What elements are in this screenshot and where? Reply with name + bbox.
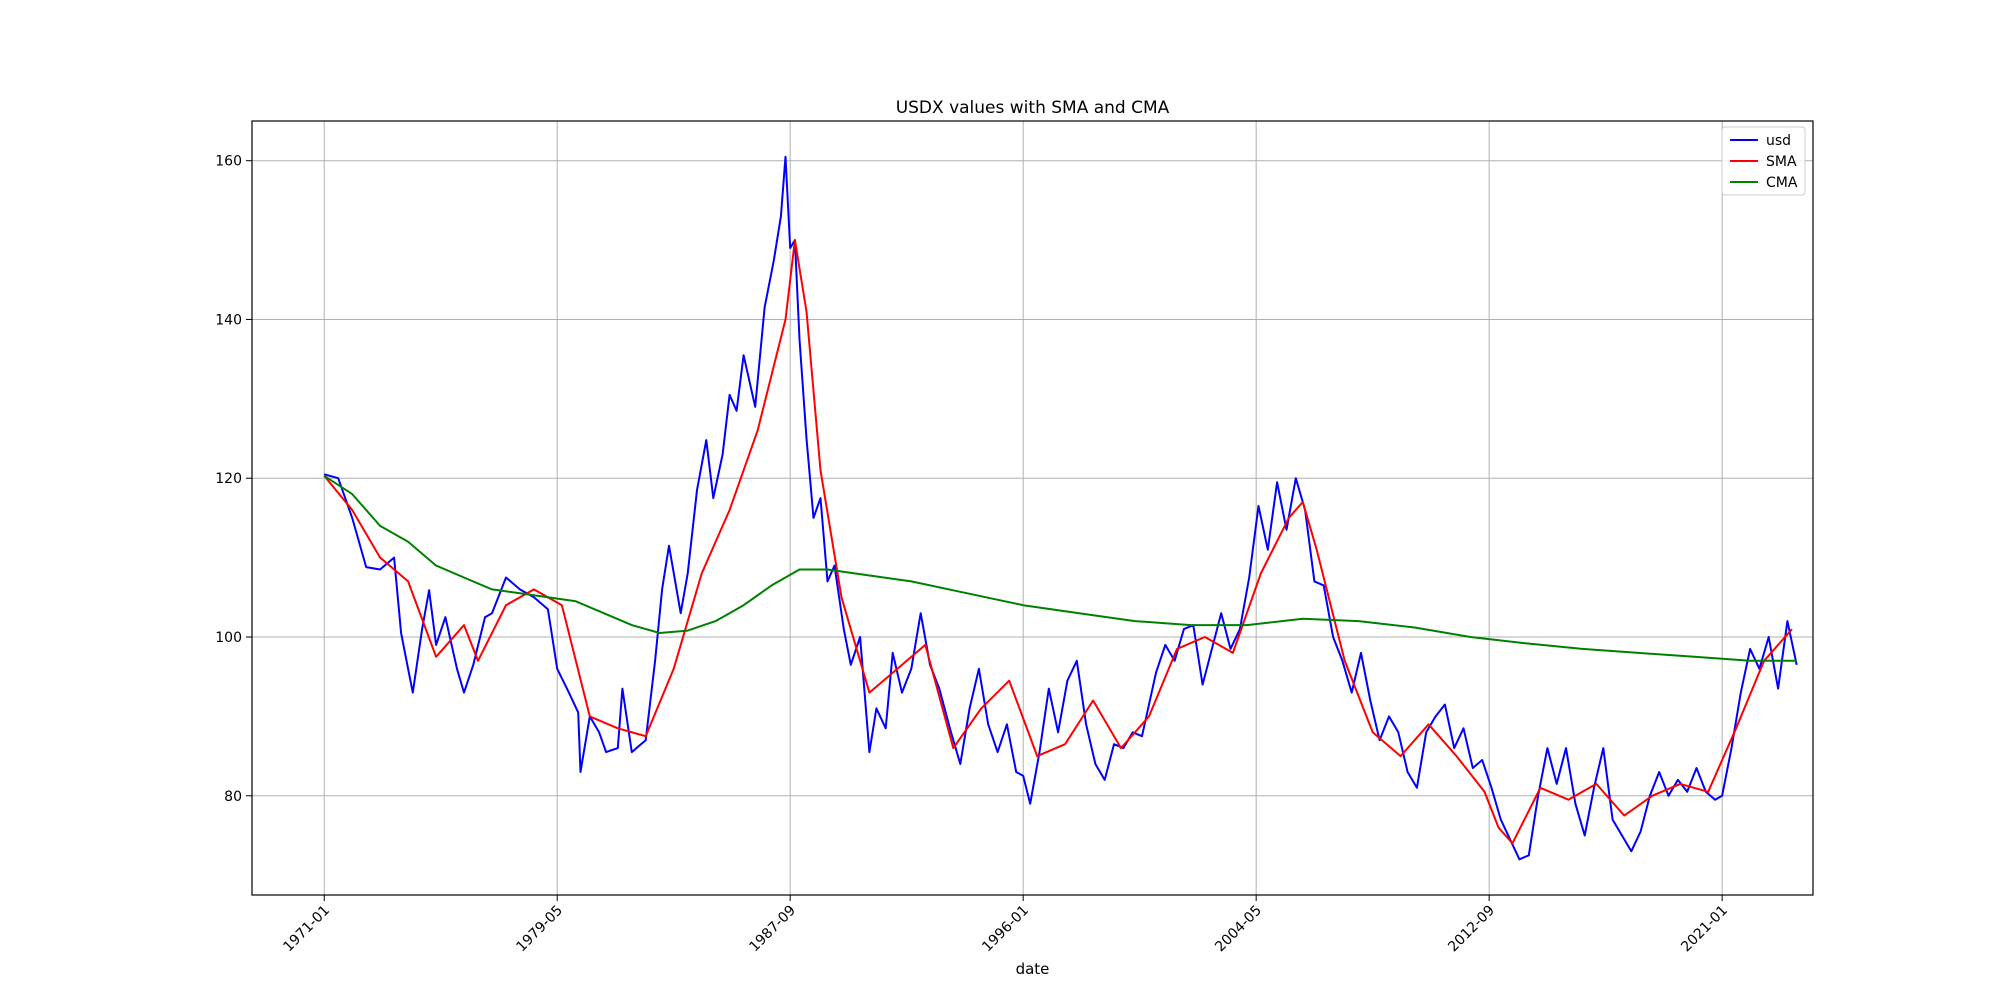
legend-box — [1721, 126, 1806, 196]
series-line-sma — [323, 239, 1793, 845]
y-tick-label: 100 — [215, 630, 242, 646]
y-tick-label: 120 — [215, 471, 242, 487]
legend-label-usd: usd — [1766, 133, 1791, 149]
grid — [252, 121, 1813, 895]
legend-label-sma: SMA — [1766, 154, 1797, 170]
y-tick-label: 80 — [224, 789, 242, 805]
plot-frame — [251, 120, 1814, 896]
y-tick-label: 140 — [215, 312, 242, 328]
plot-lines — [323, 155, 1798, 861]
y-tick-label: 160 — [215, 154, 242, 170]
y-axis: 80 100 120 140 160 — [215, 154, 252, 805]
legend: usd SMA CMA — [1721, 126, 1806, 196]
legend-label-cma: CMA — [1766, 175, 1798, 191]
series-line-cma — [323, 474, 1797, 662]
chart-title: USDX values with SMA and CMA — [896, 98, 1170, 118]
x-axis-label: date — [1016, 960, 1050, 978]
series-line-usd — [323, 155, 1798, 861]
